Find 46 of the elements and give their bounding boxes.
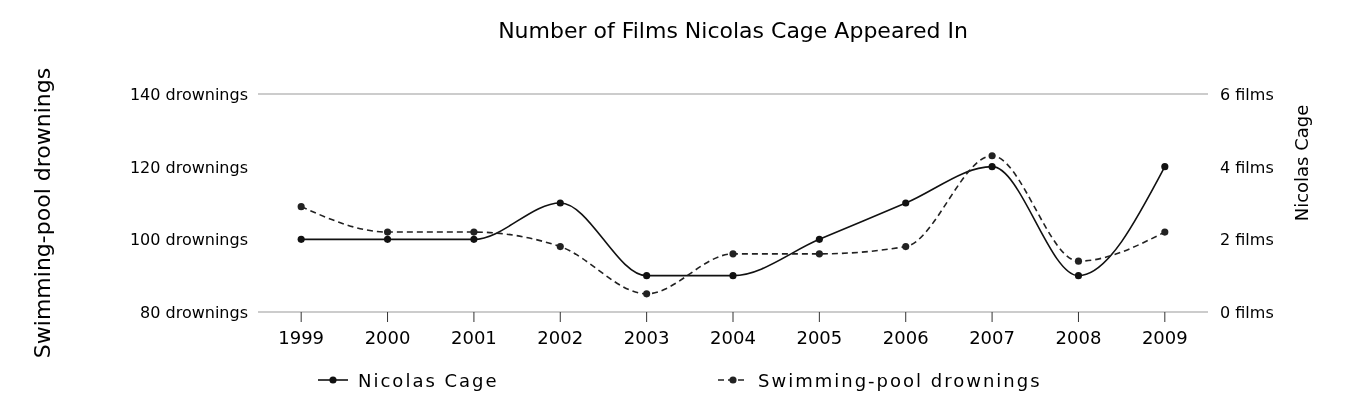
point	[988, 163, 996, 171]
point	[556, 243, 564, 251]
x-tick-label: 2005	[796, 327, 843, 348]
point	[643, 272, 651, 280]
x-tick-label: 2003	[623, 327, 670, 348]
x-tick-label: 2001	[451, 327, 497, 348]
point	[556, 199, 564, 207]
legend-label: Nicolas Cage	[358, 370, 499, 391]
point	[383, 235, 392, 243]
y2-tick-label: 2 films	[1220, 230, 1274, 250]
y2-axis-title: Nicolas Cage	[1291, 104, 1312, 222]
point	[902, 243, 910, 251]
point	[297, 235, 305, 243]
y-axis-title: Swimming-pool drownings	[30, 67, 55, 359]
x-tick-label: 2004	[710, 327, 756, 348]
chart-title: Number of Films Nicolas Cage Appeared In	[498, 18, 968, 43]
x-tick-label: 2008	[1055, 327, 1102, 348]
point	[815, 235, 823, 243]
point	[297, 203, 305, 211]
x-tick-label: 2009	[1141, 327, 1188, 348]
point	[383, 228, 392, 236]
point	[1161, 163, 1169, 171]
x-tick-label: 2007	[969, 327, 1015, 348]
point	[729, 272, 737, 280]
legend-label: Swimming-pool drownings	[758, 370, 1042, 391]
point	[729, 250, 737, 258]
x-tick-label: 1999	[278, 327, 325, 348]
point	[643, 290, 651, 298]
y-tick-label: 100 drownings	[129, 230, 248, 250]
y-tick-label: 80 drownings	[140, 303, 248, 322]
point	[470, 228, 478, 236]
point	[902, 199, 910, 207]
point	[988, 152, 996, 160]
y2-tick-label: 4 films	[1220, 157, 1274, 177]
y2-tick-label: 6 films	[1220, 85, 1274, 104]
x-tick-label: 2002	[537, 327, 584, 348]
point	[470, 235, 478, 243]
point	[1074, 257, 1083, 265]
point	[815, 250, 823, 258]
x-tick-label: 2006	[882, 327, 929, 348]
point	[1161, 228, 1169, 236]
point	[1074, 272, 1083, 280]
y2-tick-label: 0 films	[1220, 303, 1274, 322]
y-tick-label: 120 drownings	[129, 157, 248, 177]
y-tick-label: 140 drownings	[129, 85, 248, 104]
x-tick-label: 2000	[364, 327, 411, 348]
